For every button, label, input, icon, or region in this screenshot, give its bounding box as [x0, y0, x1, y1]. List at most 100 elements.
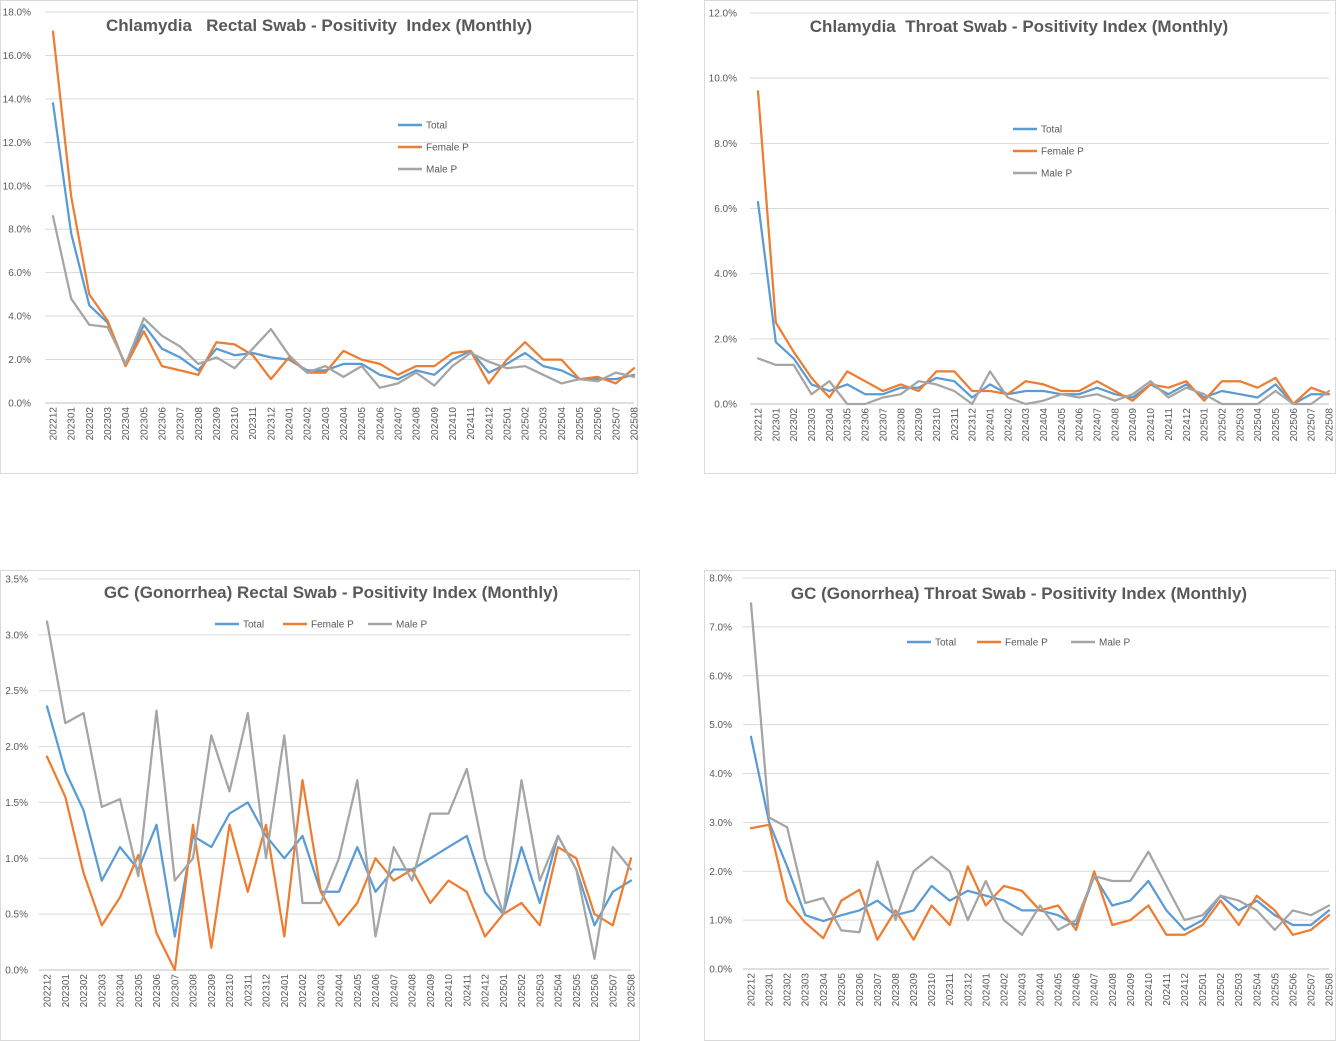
x-tick-label: 202302: [789, 408, 800, 442]
x-tick-label: 202406: [371, 974, 382, 1008]
x-tick-label: 202501: [1198, 973, 1209, 1007]
legend-label: Male P: [1041, 169, 1072, 180]
y-tick-label: 18.0%: [3, 8, 31, 19]
x-tick-label: 202506: [1289, 408, 1300, 442]
chart-svg: 0.0% 2.0% 4.0% 6.0% 8.0% 10.0% 12.0% 202212 2023…: [709, 9, 1336, 442]
x-tick-label: 202411: [1164, 408, 1175, 441]
y-tick-label: 7.0%: [709, 622, 732, 633]
x-tick-label: 202410: [448, 407, 459, 441]
x-tick-label: 202301: [771, 408, 782, 442]
legend-label: Female P: [1041, 147, 1084, 158]
x-tick-label: 202306: [157, 407, 168, 441]
x-tick-label: 202410: [1144, 973, 1155, 1007]
series-line-total: [45, 705, 633, 938]
x-tick-label: 202312: [266, 407, 277, 441]
x-tick-label: 202410: [1146, 408, 1157, 442]
y-tick-label: 2.0%: [5, 742, 28, 753]
y-tick-label: 2.0%: [8, 355, 31, 366]
x-tick-label: 202403: [1017, 973, 1028, 1007]
series-line-male-p: [51, 215, 636, 389]
x-tick-label: 202507: [608, 974, 619, 1008]
x-tick-label: 202305: [139, 407, 150, 441]
x-tick-label: 202405: [353, 974, 364, 1008]
x-tick-label: 202408: [412, 407, 423, 441]
x-tick-label: 202507: [611, 407, 622, 441]
y-tick-label: 0.5%: [5, 910, 28, 921]
x-tick-label: 202411: [466, 407, 477, 440]
y-tick-label: 14.0%: [3, 94, 31, 105]
x-tick-label: 202305: [134, 974, 145, 1008]
x-tick-label: 202401: [285, 407, 296, 441]
chart-title: Chlamydia Rectal Swab - Positivity Index…: [106, 16, 532, 35]
gc-rectal-chart: 0.0% 0.5% 1.0% 1.5% 2.0% 2.5% 3.0% 3.5% 202212 20…: [0, 570, 640, 1041]
x-tick-label: 202506: [593, 407, 604, 441]
x-tick-label: 202405: [1057, 408, 1068, 442]
x-tick-label: 202408: [1108, 973, 1119, 1007]
x-tick-label: 202412: [1182, 408, 1193, 442]
x-tick-label: 202303: [801, 973, 812, 1007]
legend-label: Total: [243, 620, 264, 631]
x-tick-label: 202508: [627, 974, 638, 1008]
x-tick-label: 202402: [303, 407, 314, 441]
x-tick-label: 202301: [61, 974, 72, 1008]
x-tick-label: 202403: [1021, 408, 1032, 442]
y-tick-label: 3.0%: [5, 630, 28, 641]
legend-label: Female P: [1005, 638, 1048, 649]
legend-label: Female P: [311, 620, 354, 631]
x-tick-label: 202503: [539, 407, 550, 441]
x-tick-label: 202504: [557, 407, 568, 441]
x-tick-label: 202307: [878, 408, 889, 442]
x-tick-label: 202309: [212, 407, 223, 441]
x-tick-label: 202404: [1036, 973, 1047, 1007]
x-tick-label: 202506: [1288, 973, 1299, 1007]
legend-label: Male P: [396, 620, 427, 631]
y-tick-label: 2.0%: [709, 867, 732, 878]
x-tick-label: 202505: [575, 407, 586, 441]
y-tick-label: 1.5%: [5, 798, 28, 809]
x-tick-label: 202407: [389, 974, 400, 1008]
x-tick-label: 202403: [316, 974, 327, 1008]
y-tick-label: 8.0%: [8, 225, 31, 236]
x-tick-label: 202412: [1180, 973, 1191, 1007]
y-tick-label: 3.5%: [5, 575, 28, 586]
x-tick-label: 202307: [873, 973, 884, 1007]
x-tick-label: 202311: [248, 407, 259, 440]
x-tick-label: 202505: [1270, 973, 1281, 1007]
legend-label: Male P: [426, 165, 457, 176]
x-tick-label: 202503: [1235, 408, 1246, 442]
chart-title: Chlamydia Throat Swab - Positivity Index…: [810, 17, 1228, 36]
x-tick-label: 202306: [152, 974, 163, 1008]
chart-svg: 0.0% 2.0% 4.0% 6.0% 8.0% 10.0% 12.0% 14.0% 16.0%…: [3, 8, 639, 441]
series-line-female-p: [51, 30, 636, 385]
x-tick-label: 202406: [375, 407, 386, 441]
x-tick-label: 202308: [194, 407, 205, 441]
x-tick-label: 202309: [207, 974, 218, 1008]
y-tick-label: 3.0%: [709, 818, 732, 829]
x-tick-label: 202312: [968, 408, 979, 442]
x-tick-label: 202412: [481, 974, 492, 1008]
x-tick-label: 202508: [1325, 973, 1336, 1007]
x-tick-label: 202308: [891, 973, 902, 1007]
x-tick-label: 202408: [1110, 408, 1121, 442]
x-tick-label: 202310: [225, 974, 236, 1008]
y-tick-label: 16.0%: [3, 51, 31, 62]
series-line-female-p: [749, 823, 1331, 941]
x-tick-label: 202303: [97, 974, 108, 1008]
x-tick-label: 202309: [909, 973, 920, 1007]
x-tick-label: 202409: [430, 407, 441, 441]
x-tick-label: 202503: [1234, 973, 1245, 1007]
x-tick-label: 202309: [914, 408, 925, 442]
y-tick-label: 12.0%: [709, 9, 737, 20]
x-tick-label: 202403: [321, 407, 332, 441]
y-tick-label: 0.0%: [8, 399, 31, 410]
x-tick-label: 202306: [861, 408, 872, 442]
x-tick-label: 202404: [1039, 408, 1050, 442]
y-tick-label: 8.0%: [714, 139, 737, 150]
x-tick-label: 202408: [408, 974, 419, 1008]
x-tick-label: 202506: [590, 974, 601, 1008]
x-tick-label: 202312: [262, 974, 273, 1008]
x-tick-label: 202501: [502, 407, 513, 441]
x-tick-label: 202502: [1217, 408, 1228, 442]
chart-title: GC (Gonorrhea) Throat Swab - Positivity …: [791, 584, 1247, 603]
y-tick-label: 4.0%: [714, 269, 737, 280]
